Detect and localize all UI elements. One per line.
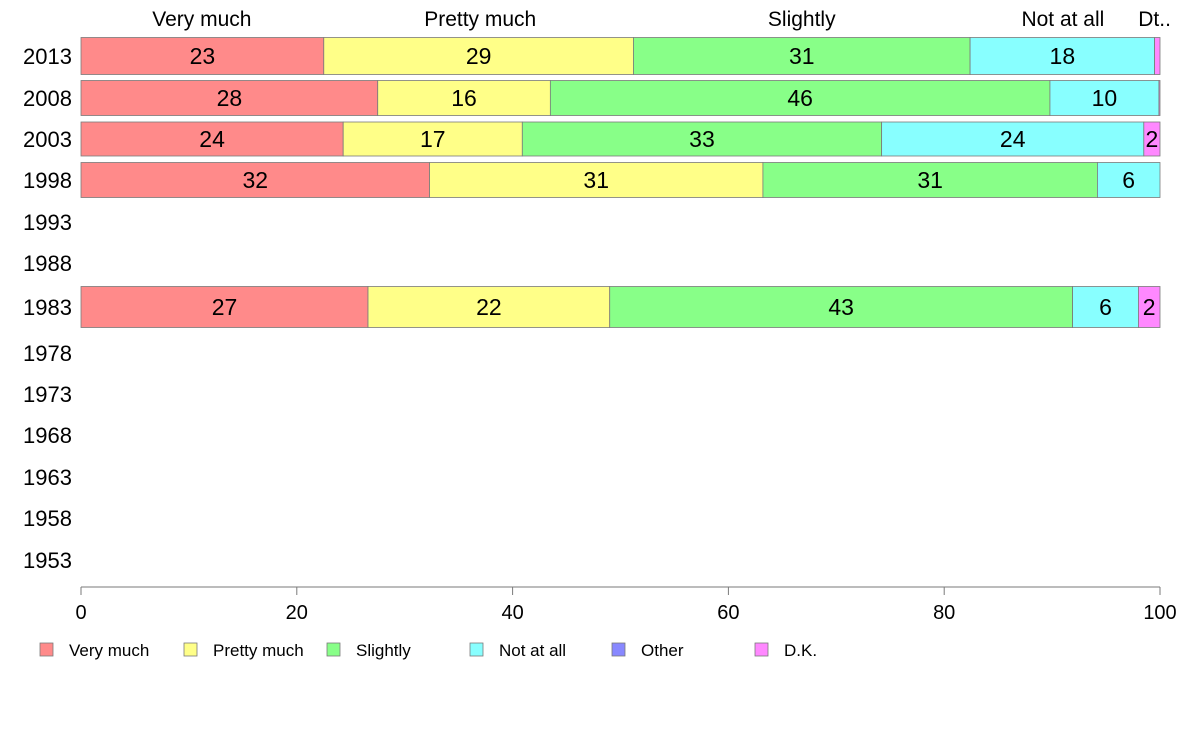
bar-2003-0 — [80, 121, 344, 157]
x-tick-label-20: 20 — [286, 602, 308, 624]
bar-1998-3 — [1097, 162, 1161, 198]
bar-2013-1 — [323, 37, 634, 75]
year-label-1988: 1988 — [23, 251, 72, 276]
x-tick-label-80: 80 — [933, 602, 955, 624]
bar-2003-5 — [1143, 121, 1161, 157]
top-label-2: Slightly — [768, 8, 836, 31]
bar-2008-1 — [377, 80, 551, 116]
year-label-1978: 1978 — [23, 341, 72, 366]
bar-2013-2 — [633, 37, 971, 75]
legend: Very much Pretty much Slightly Not at all Ot… — [39, 641, 817, 660]
legend-swatch-0 — [39, 642, 54, 657]
year-label-1993: 1993 — [23, 210, 72, 235]
bar-label-1983-5: 2 — [1143, 294, 1156, 320]
bar-label-2008-0: 28 — [217, 85, 243, 111]
bar-1998-1 — [429, 162, 764, 198]
bar-label-1983-1: 22 — [476, 294, 502, 320]
bar-label-1983-2: 43 — [828, 294, 854, 320]
legend-label-0: Very much — [69, 641, 149, 660]
bar-label-1998-2: 31 — [917, 167, 943, 193]
bar-1998-0 — [80, 162, 430, 198]
bar-1983-2 — [609, 286, 1074, 328]
bar-2013-3 — [969, 37, 1156, 75]
bar-label-2013-1: 29 — [466, 43, 492, 69]
bar-label-2013-3: 18 — [1050, 43, 1076, 69]
bar-2008-2 — [549, 80, 1051, 116]
legend-label-5: D.K. — [784, 641, 817, 660]
bar-label-2003-0: 24 — [199, 126, 225, 152]
bar-label-2003-3: 24 — [1000, 126, 1026, 152]
year-label-2008: 2008 — [23, 86, 72, 111]
bar-2003-1 — [342, 121, 523, 157]
bar-2008-0 — [80, 80, 379, 116]
bar-label-2008-1: 16 — [451, 85, 477, 111]
year-label-2013: 2013 — [23, 44, 72, 69]
x-tick-label-60: 60 — [717, 602, 739, 624]
bar-label-1998-1: 31 — [583, 167, 609, 193]
x-tick-label-40: 40 — [501, 602, 523, 624]
bar-1998-2 — [762, 162, 1098, 198]
bar-label-2008-3: 10 — [1092, 85, 1118, 111]
legend-swatch-4 — [611, 642, 626, 657]
x-axis: 0 20 40 60 80 100 — [75, 586, 1177, 624]
x-tick-label-100: 100 — [1143, 602, 1176, 624]
top-label-4: Dt.. — [1138, 8, 1171, 31]
legend-swatch-2 — [326, 642, 341, 657]
year-label-1973: 1973 — [23, 382, 72, 407]
bar-label-2008-2: 46 — [787, 85, 813, 111]
bar-label-2013-2: 31 — [789, 43, 815, 69]
bar-label-2003-2: 33 — [689, 126, 715, 152]
bar-2013-5 — [1154, 37, 1161, 75]
bar-2013-0 — [80, 37, 325, 75]
year-label-1953: 1953 — [23, 548, 72, 573]
bar-1983-1 — [367, 286, 611, 328]
year-label-1958: 1958 — [23, 506, 72, 531]
bar-label-1998-0: 32 — [242, 167, 268, 193]
top-label-0: Very much — [152, 8, 251, 31]
year-label-1983: 1983 — [23, 295, 72, 320]
bar-label-1998-3: 6 — [1122, 167, 1135, 193]
bar-1983-0 — [80, 286, 369, 328]
bar-label-2003-1: 17 — [420, 126, 446, 152]
bar-1983-5 — [1138, 286, 1161, 328]
legend-swatch-3 — [469, 642, 484, 657]
legend-label-3: Not at all — [499, 641, 566, 660]
top-label-3: Not at all — [1021, 8, 1104, 31]
top-label-1: Pretty much — [424, 8, 536, 31]
top-category-labels: Very much Pretty much Slightly Not at all Dt… — [152, 8, 1171, 31]
year-label-2003: 2003 — [23, 127, 72, 152]
legend-label-4: Other — [641, 641, 684, 660]
legend-label-2: Slightly — [356, 641, 411, 660]
bar-label-1983-3: 6 — [1099, 294, 1112, 320]
year-label-1963: 1963 — [23, 465, 72, 490]
legend-label-1: Pretty much — [213, 641, 304, 660]
bar-label-1983-0: 27 — [212, 294, 238, 320]
year-axis-labels: 2013 2008 2003 1998 1993 1988 1983 1978 1973 1968… — [23, 44, 72, 573]
bar-1983-3 — [1072, 286, 1139, 328]
bar-2008-5 — [1158, 80, 1161, 116]
legend-swatch-5 — [754, 642, 769, 657]
year-label-1998: 1998 — [23, 168, 72, 193]
legend-swatch-1 — [183, 642, 198, 657]
bar-label-2003-5: 2 — [1146, 126, 1159, 152]
x-tick-label-0: 0 — [75, 602, 86, 624]
bar-2003-3 — [881, 121, 1145, 157]
bar-2008-3 — [1049, 80, 1160, 116]
year-label-1968: 1968 — [23, 423, 72, 448]
bar-label-2013-0: 23 — [190, 43, 216, 69]
